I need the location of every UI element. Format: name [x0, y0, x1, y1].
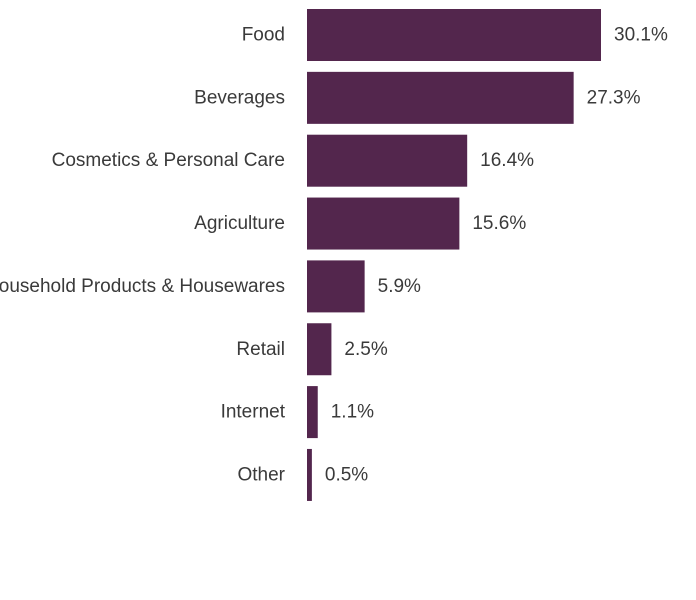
bars-group — [307, 9, 601, 501]
category-label-agriculture: Agriculture — [194, 213, 285, 234]
bar-other — [307, 448, 312, 501]
bar-internet — [307, 386, 318, 439]
bar-food — [307, 9, 601, 61]
value-label-other: 0.5% — [325, 464, 368, 485]
value-label-retail: 2.5% — [344, 339, 387, 360]
category-label-food: Food — [242, 25, 285, 46]
bar-agriculture — [307, 197, 460, 250]
category-label-cosmetics-personal-care: Cosmetics & Personal Care — [52, 150, 285, 171]
value-label-agriculture: 15.6% — [472, 213, 526, 234]
value-label-beverages: 27.3% — [587, 87, 641, 108]
category-label-internet: Internet — [221, 402, 286, 423]
value-label-internet: 1.1% — [331, 402, 374, 423]
bar-household-products-housewares — [307, 260, 365, 313]
category-label-beverages: Beverages — [194, 87, 285, 108]
category-label-other: Other — [237, 464, 285, 485]
bar-cosmetics-personal-care — [307, 134, 468, 187]
category-label-retail: Retail — [236, 339, 285, 360]
category-label-household-products-housewares: Household Products & Housewares — [0, 276, 285, 297]
category-labels-group: Food Beverages Cosmetics & Personal Care Ag… — [0, 25, 286, 486]
value-label-household-products-housewares: 5.9% — [378, 276, 421, 297]
value-label-food: 30.1% — [614, 25, 668, 46]
bar-beverages — [307, 71, 574, 124]
bar-retail — [307, 323, 332, 376]
value-labels-group: 30.1% 27.3% 16.4% 15.6% 5.9% 2.5% 1.1% 0.5% — [325, 25, 668, 486]
value-label-cosmetics-personal-care: 16.4% — [480, 150, 534, 171]
